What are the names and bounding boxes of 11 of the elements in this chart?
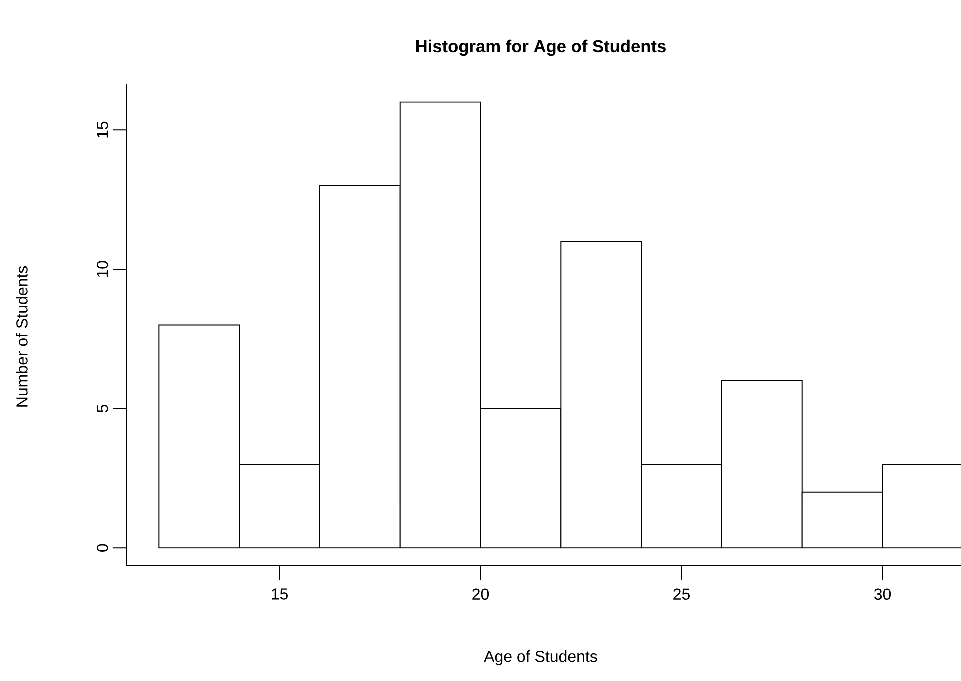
x-axis-title: Age of Students [484, 650, 598, 666]
x-tick-label: 30 [874, 588, 892, 600]
x-tick-label: 20 [472, 588, 490, 600]
chart-title: Histogram for Age of Students [416, 40, 666, 56]
y-tick-label: 10 [96, 261, 108, 278]
x-tick-label: 15 [272, 588, 288, 600]
x-tick-label: 25 [674, 588, 690, 600]
y-tick-label: 15 [97, 122, 108, 138]
y-tick-label: 5 [97, 405, 108, 413]
y-tick-label: 0 [96, 544, 108, 552]
y-axis-title: Number of Students [16, 266, 28, 407]
